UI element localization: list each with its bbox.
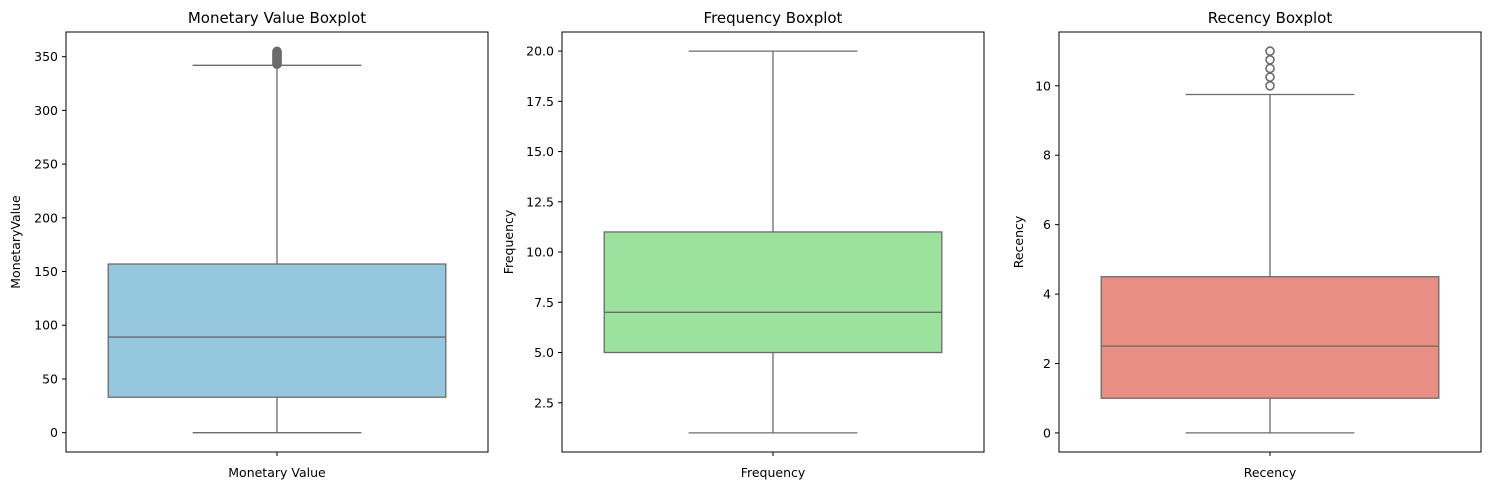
y-tick-label: 350 — [34, 49, 58, 64]
y-tick-label: 6 — [1043, 217, 1051, 232]
chart-title: Frequency Boxplot — [704, 9, 843, 27]
y-tick-label: 50 — [42, 371, 58, 386]
y-tick-label: 5.0 — [534, 345, 554, 360]
y-tick-label: 4 — [1043, 287, 1051, 302]
y-tick-label: 12.5 — [526, 194, 554, 209]
y-tick-label: 7.5 — [534, 295, 554, 310]
plot-frame — [65, 31, 489, 453]
y-tick-label: 2.5 — [534, 395, 554, 410]
outlier-point — [272, 46, 282, 57]
outlier-point — [1265, 46, 1275, 56]
y-tick-label: 10.0 — [526, 245, 554, 260]
x-axis-label: Recency — [1244, 465, 1297, 480]
y-tick-label: 8 — [1043, 148, 1051, 163]
y-tick-label: 200 — [34, 210, 58, 225]
iqr-box — [1100, 276, 1440, 399]
y-tick-label: 17.5 — [526, 94, 554, 109]
y-axis-label: Recency — [1011, 215, 1026, 268]
plot-frame — [561, 31, 985, 453]
x-axis-label: Monetary Value — [228, 465, 326, 480]
y-tick-label: 300 — [34, 103, 58, 118]
y-tick-label: 10 — [1035, 78, 1051, 93]
chart-title: Recency Boxplot — [1208, 9, 1333, 27]
y-tick-label: 150 — [34, 264, 58, 279]
outlier-point — [1265, 72, 1275, 82]
y-axis-label: Frequency — [501, 209, 516, 274]
x-axis-label: Frequency — [741, 465, 806, 480]
iqr-box — [107, 263, 447, 398]
monetary-value-panel: Monetary Value Boxplot Monetary Value Mo… — [8, 9, 489, 480]
y-tick-label: 15.0 — [526, 144, 554, 159]
chart-title: Monetary Value Boxplot — [188, 9, 366, 27]
iqr-box — [603, 231, 943, 354]
y-tick-label: 0 — [50, 425, 58, 440]
outlier-point — [1265, 63, 1275, 74]
outlier-point — [1265, 54, 1275, 65]
y-tick-label: 20.0 — [526, 44, 554, 59]
plot-frame — [1058, 31, 1482, 453]
y-tick-label: 250 — [34, 157, 58, 172]
y-axis-label: MonetaryValue — [8, 195, 23, 289]
frequency-panel: Frequency Boxplot Frequency Frequency 2.… — [501, 9, 985, 480]
y-tick-label: 0 — [1043, 425, 1051, 440]
y-tick-label: 2 — [1043, 356, 1051, 371]
outlier-point — [1265, 81, 1275, 91]
y-tick-label: 100 — [34, 318, 58, 333]
recency-panel: Recency Boxplot Recency Recency 0 2 4 6 8 10 — [1011, 9, 1482, 480]
